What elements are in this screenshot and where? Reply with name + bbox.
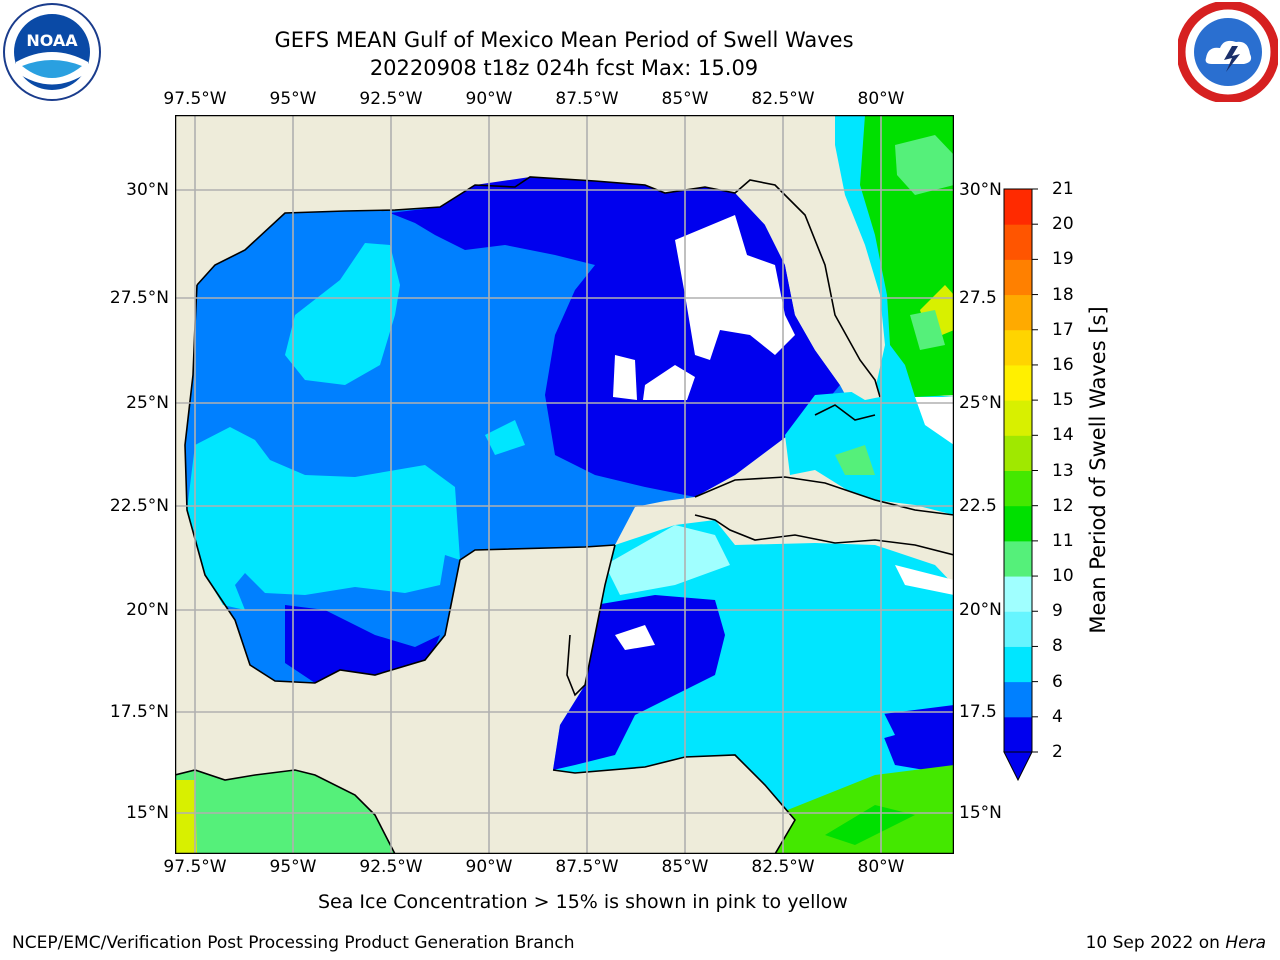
lon-label-bottom: 95°W: [269, 857, 317, 877]
colorbar-segment: [1004, 435, 1032, 471]
yucatan-peninsula: [475, 545, 615, 695]
lat-label-left: 22.5°N: [109, 496, 169, 516]
colorbar-tick-label: 14: [1052, 425, 1074, 446]
colorbar-segment: [1004, 540, 1032, 577]
colorbar-tick-label: 15: [1052, 390, 1074, 411]
lon-label-top: 97.5°W: [163, 89, 227, 109]
lon-label-top: 87.5°W: [555, 89, 619, 109]
nws-logo: [1176, 0, 1280, 104]
colorbar-segment: [1004, 294, 1032, 331]
chart-title: GEFS MEAN Gulf of Mexico Mean Period of …: [274, 28, 854, 52]
lon-label-top: 95°W: [269, 89, 317, 109]
colorbar-tick-label: 16: [1052, 354, 1074, 375]
lon-label-bottom: 82.5°W: [751, 857, 815, 877]
colorbar-extend-arrow: [1003, 751, 1033, 782]
sea-ice-note: Sea Ice Concentration > 15% is shown in …: [318, 891, 848, 913]
lon-label-top: 92.5°W: [359, 89, 423, 109]
lon-label-bottom: 97.5°W: [163, 857, 227, 877]
colorbar-tick-label: 18: [1052, 284, 1074, 305]
pacific-water: [175, 770, 395, 854]
colorbar-segment: [1004, 505, 1032, 542]
lat-label-left: 30°N: [126, 180, 169, 200]
lon-label-top: 80°W: [857, 89, 905, 109]
lon-label-bottom: 90°W: [465, 857, 513, 877]
chart-subtitle: 20220908 t18z 024h fcst Max: 15.09: [369, 56, 759, 80]
lon-label-bottom: 92.5°W: [359, 857, 423, 877]
producer-credit: NCEP/EMC/Verification Post Processing Pr…: [12, 933, 575, 953]
lat-label-right: 25°N: [959, 393, 1002, 413]
lat-label-right: 27.5: [959, 288, 997, 308]
colorbar-segment: [1004, 470, 1032, 507]
lat-label-right: 17.5: [959, 702, 997, 722]
lat-label-left: 17.5°N: [109, 702, 169, 722]
lon-label-bottom: 80°W: [857, 857, 905, 877]
colorbar-segment: [1004, 716, 1032, 753]
colorbar-segment: [1004, 681, 1032, 718]
colorbar-segment: [1004, 259, 1032, 296]
run-date: 10 Sep 2022 on Hera: [1085, 933, 1266, 953]
colorbar-segment: [1004, 646, 1032, 683]
lon-label-top: 82.5°W: [751, 89, 815, 109]
colorbar-tick-label: 12: [1052, 495, 1074, 516]
colorbar-tick-label: 17: [1052, 319, 1074, 340]
svg-text:NOAA: NOAA: [26, 31, 78, 50]
lat-label-left: 25°N: [126, 393, 169, 413]
lon-label-top: 90°W: [465, 89, 513, 109]
caribbean-deep: [553, 595, 725, 770]
lat-label-right: 22.5: [959, 496, 997, 516]
colorbar-tick-label: 8: [1052, 636, 1063, 657]
lon-label-top: 85°W: [661, 89, 709, 109]
lat-label-right: 15°N: [959, 803, 1002, 823]
colorbar: [1003, 188, 1038, 782]
colorbar-title: Mean Period of Swell Waves [s]: [1086, 306, 1110, 634]
lon-label-bottom: 87.5°W: [555, 857, 619, 877]
campeche-deep: [285, 605, 440, 683]
colorbar-tick-label: 4: [1052, 706, 1063, 727]
lat-label-left: 20°N: [126, 600, 169, 620]
central-gulf-cyan: [285, 243, 400, 385]
lat-label-right: 30°N: [959, 180, 1002, 200]
colorbar-tick-label: 13: [1052, 460, 1074, 481]
colorbar-segment: [1004, 329, 1032, 366]
colorbar-tick-label: 19: [1052, 249, 1074, 270]
colorbar-tick-label: 21: [1052, 179, 1074, 199]
graticule: [175, 115, 954, 854]
colorbar-segment: [1004, 364, 1032, 401]
central-america: [295, 635, 795, 854]
lat-label-left: 27.5°N: [109, 288, 169, 308]
colorbar-segment: [1004, 400, 1032, 436]
colorbar-tick-label: 6: [1052, 671, 1063, 692]
colorbar-segment: [1004, 611, 1032, 647]
lat-label-left: 15°N: [126, 803, 169, 823]
colorbar-segment: [1004, 189, 1032, 225]
colorbar-tick-label: 20: [1052, 214, 1074, 235]
lat-label-right: 20°N: [959, 600, 1002, 620]
colorbar-segment: [1004, 576, 1032, 612]
colorbar-segment: [1004, 224, 1032, 260]
bahamas-water: [785, 390, 954, 515]
colorbar-tick-label: 2: [1052, 742, 1063, 762]
colorbar-tick-label: 11: [1052, 530, 1074, 551]
cuba: [695, 477, 954, 555]
colorbar-tick-label: 10: [1052, 566, 1074, 587]
lon-label-bottom: 85°W: [661, 857, 709, 877]
map-panel: [175, 115, 954, 854]
noaa-logo: NOAA: [2, 2, 102, 102]
florida-shelf-gap: [675, 215, 795, 360]
colorbar-tick-label: 9: [1052, 601, 1063, 622]
